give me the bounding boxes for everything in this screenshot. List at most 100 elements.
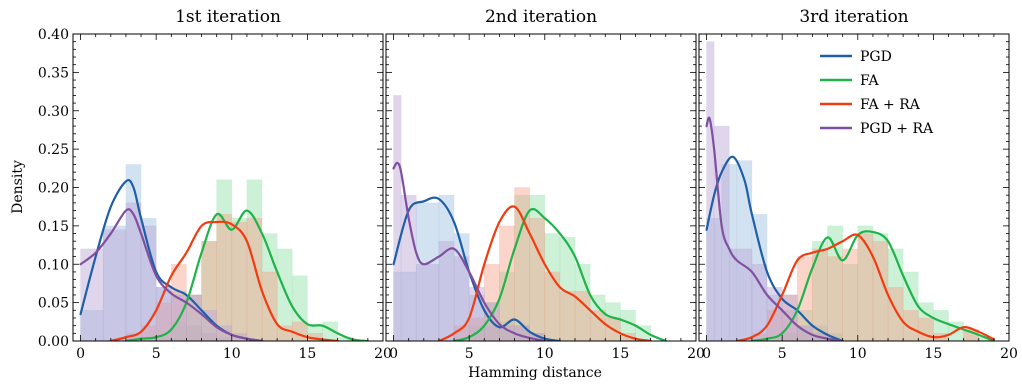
hist-bar-fa (246, 179, 263, 341)
x-tick-label: 5 (778, 346, 787, 362)
x-tick-label: 15 (611, 346, 629, 362)
kde-line-fa-ra (437, 205, 652, 341)
panel-2: 0 5 10 15 20 2nd iteration (385, 7, 705, 362)
legend-label: PGD + RA (860, 121, 934, 137)
x-tick-label: 20 (374, 346, 392, 362)
hist-bar-pgd (438, 194, 455, 341)
hist-bar-fa-ra (231, 221, 248, 341)
hist-bar-pgd (706, 217, 722, 341)
kde-line-fa (124, 209, 369, 341)
kde-line-pgd (705, 155, 844, 341)
kde-line-pgd-ra (392, 161, 546, 341)
y-tick-label: 0.20 (38, 181, 69, 197)
x-tick-label: 0 (76, 346, 85, 362)
x-tick-label: 20 (687, 346, 705, 362)
legend: PGD FA FA + RA PGD + RA (820, 49, 934, 137)
hist-bar-pgd-ra (400, 194, 417, 341)
legend-label: FA + RA (860, 97, 921, 113)
x-tick-label: 20 (1000, 346, 1018, 362)
hist-bar-fa-ra (291, 321, 308, 341)
legend-item: FA + RA (820, 97, 921, 113)
x-tick-label: 0 (389, 346, 398, 362)
panels: 0 5 10 15 20 0.00 0.05 0.10 0.15 0.20 0.25 0.30 0.35… (38, 7, 1018, 362)
hist-bar-pgd-ra (415, 263, 440, 341)
hist-bar-fa-ra (276, 325, 293, 341)
x-tick-label: 0 (702, 346, 711, 362)
y-tick-label: 0.25 (38, 142, 69, 158)
legend-item: PGD (820, 49, 892, 65)
x-tick-label: 15 (298, 346, 316, 362)
hist-bar-pgd (736, 160, 753, 341)
hist-bar-fa-ra (827, 256, 843, 341)
hist-bar-fa (514, 194, 530, 341)
panel-1: 0 5 10 15 20 0.00 0.05 0.10 0.15 0.20 0.25 0.30 0.35… (38, 7, 392, 362)
hist-bar-fa (216, 179, 233, 341)
hist-bar-fa-ra (589, 309, 606, 341)
hist-bar-pgd (721, 164, 738, 341)
legend-item: FA (820, 73, 879, 89)
hist-bar-fa (170, 321, 187, 341)
panel-3: 0 5 10 15 20 3rd iteration (698, 7, 1018, 362)
hist-bar-fa-ra (857, 233, 874, 341)
hist-bar-pgd (415, 202, 440, 341)
x-axis-label: Hamming distance (468, 365, 602, 381)
hist-bar-pgd-ra (125, 202, 142, 341)
hist-bar-fa-ra (499, 225, 515, 341)
legend-label: PGD (860, 49, 892, 65)
hist-bar-pgd (201, 333, 217, 341)
hist-bar-pgd-ra (140, 225, 157, 341)
hist-bar-fa (917, 302, 934, 341)
hist-bar-fa-ra (246, 217, 263, 341)
hist-bar-pgd-ra (751, 263, 768, 341)
hist-bar-pgd (140, 217, 157, 341)
kde-line-fa (452, 207, 667, 341)
ticks (73, 33, 384, 342)
panel-title: 3rd iteration (799, 7, 908, 27)
hist-bar-fa (842, 263, 859, 341)
hist-bar-fa-ra (842, 248, 859, 341)
hist-bar-fa-ra (261, 271, 278, 341)
panel-title: 2nd iteration (485, 7, 597, 27)
hist-bar-pgd-ra (706, 41, 715, 341)
hist-bar-fa-ra (544, 271, 561, 341)
histogram-bars (706, 41, 995, 341)
kde-line-fa-ra (735, 233, 995, 341)
y-tick-label: 0.30 (38, 104, 69, 120)
panel-title: 1st iteration (175, 7, 281, 27)
y-tick-label: 0.40 (38, 27, 69, 43)
y-tick-label: 0.05 (38, 296, 69, 312)
ticks (699, 33, 1010, 342)
hist-bar-pgd (751, 214, 768, 341)
ticks (386, 33, 697, 342)
hist-bar-fa (559, 237, 576, 341)
legend-label: FA (860, 73, 879, 89)
kde-line-fa-ra (109, 220, 339, 341)
x-tick-label: 5 (465, 346, 474, 362)
kde-line-pgd-ra (705, 116, 844, 341)
hist-bar-pgd-ra (102, 229, 127, 341)
hist-bar-fa (812, 240, 828, 341)
x-tick-label: 10 (536, 346, 554, 362)
hist-bar-fa-ra (559, 290, 576, 341)
y-tick-label: 0.00 (38, 334, 69, 350)
hist-bar-fa-ra (887, 286, 904, 341)
hist-bar-fa-ra (529, 217, 546, 341)
hist-bar-fa-ra (514, 187, 530, 341)
hist-bar-pgd-ra (438, 240, 455, 341)
y-tick-label: 0.35 (38, 65, 69, 81)
hist-bar-fa-ra (917, 317, 934, 341)
legend-item: PGD + RA (820, 121, 934, 137)
kde-line-pgd-ra (79, 208, 264, 341)
x-tick-label: 5 (152, 346, 161, 362)
x-tick-label: 15 (924, 346, 942, 362)
hist-bar-fa (529, 194, 546, 341)
kde-lines (79, 179, 369, 341)
kde-lines (705, 116, 995, 341)
hist-bar-fa (857, 225, 874, 341)
x-tick-label: 10 (849, 346, 867, 362)
kde-line-fa (750, 230, 995, 341)
hist-bar-pgd-ra (713, 125, 730, 341)
y-tick-label: 0.10 (38, 257, 69, 273)
y-axis-label: Density (10, 160, 26, 214)
